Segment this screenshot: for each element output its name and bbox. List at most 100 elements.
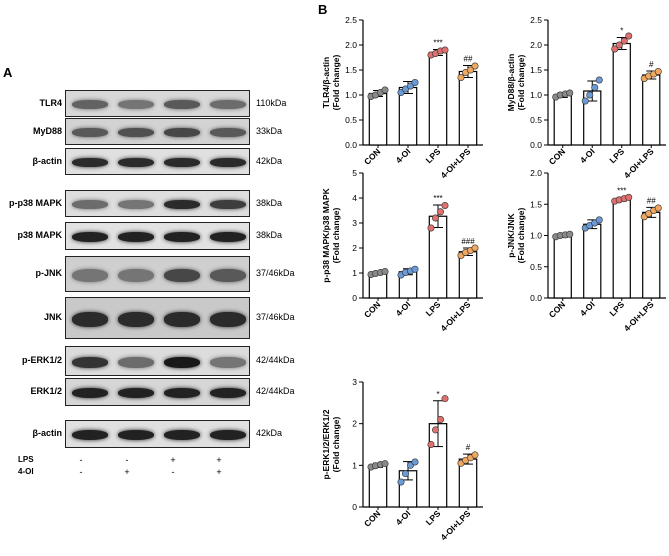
treatment-value: - [125,455,129,465]
y-axis-label: (Fold change) [516,54,526,110]
x-tick-label: 4-OI+LPS [622,299,656,333]
blot-band [210,269,246,282]
data-point [441,46,449,54]
data-point [552,233,560,241]
x-tick-label: LPS [607,146,626,165]
y-tick-label: 2 [352,419,357,429]
blot-band [118,312,154,327]
data-point [401,268,409,276]
significance-label: ## [647,196,656,205]
blot-strip [65,148,250,175]
blot-band [164,269,200,282]
bar [553,94,572,146]
y-tick-label: 0.5 [530,262,542,272]
blot-size-label: 38kDa [256,197,283,208]
data-point [466,247,474,255]
x-tick-label: LPS [607,299,626,318]
bar [553,234,572,299]
x-tick-label: 4-OI [578,146,597,165]
y-tick-label: 1.5 [530,199,542,209]
data-point [466,66,474,74]
data-point [381,267,389,275]
x-tick-label: 4-OI+LPS [438,146,472,180]
blot-band [164,232,200,242]
data-point [457,459,465,467]
blot-band [210,128,246,137]
bar [612,198,631,299]
data-point [586,222,594,230]
x-tick-label: LPS [424,299,443,318]
data-point [371,91,379,99]
blot-label: β-actin [32,428,63,438]
blot-band [210,100,246,109]
blot-band [72,312,108,327]
blot-strip [65,90,250,117]
blot-band [164,128,200,137]
blot-band [72,232,108,242]
bar [398,271,418,299]
significance-label: ### [461,237,475,246]
bar [458,70,478,146]
blot-band [72,100,108,109]
y-tick-label: 0.5 [530,115,542,125]
data-point [371,269,379,277]
panel-b-letter: B [318,2,328,17]
data-point [431,49,439,57]
y-tick-label: 2.5 [530,15,542,25]
data-point [591,219,599,227]
data-point [397,478,405,486]
data-point [561,231,569,239]
data-point [581,224,589,232]
blot-band [118,128,154,137]
blot-label: p38 MAPK [17,230,62,240]
bar [398,470,418,508]
x-tick-label: 4-OI [394,146,413,165]
x-tick-label: 4-OI [394,299,413,318]
data-point [436,47,444,55]
x-tick-label: 4-OI+LPS [438,299,472,333]
data-point [406,82,414,90]
data-point [471,451,479,459]
data-point [427,440,435,448]
x-tick-label: CON [547,299,567,319]
blot-size-label: 33kDa [256,125,283,136]
significance-label: ## [464,55,473,64]
data-point [620,37,628,45]
data-point [441,395,449,403]
data-point [436,415,444,423]
data-point [645,72,653,80]
blot-strip [65,297,250,339]
y-axis-label: p-ERK1/2/ERK1/2 [321,409,331,479]
data-point [411,265,419,273]
y-tick-label: 3 [352,377,357,387]
treatment-value: + [216,467,222,477]
blot-label: MyD88 [32,125,62,136]
data-point [431,214,439,222]
blot-strip [65,222,250,250]
y-axis-label: TLR4/β-actin [321,57,331,108]
treatment-value: + [170,455,176,465]
data-point [640,75,648,83]
data-point [431,426,439,434]
data-point [620,195,628,203]
data-point [566,230,574,238]
data-point [427,224,435,232]
blot-band [118,232,154,242]
y-axis-label: (Fold change) [331,207,341,263]
data-point [401,470,409,478]
y-tick-label: 2.0 [530,168,542,178]
blot-size-label: 42/44kDa [256,386,295,396]
bar [428,51,448,146]
blot-size-label: 37/46kDa [256,312,295,322]
data-point [591,84,599,92]
bar [368,272,388,299]
data-point [367,270,375,278]
y-tick-label: 0.0 [530,140,542,150]
bar [458,251,478,299]
blot-band [72,269,108,282]
data-point [611,45,619,53]
blot-strip [65,190,250,217]
y-axis-label: p-p38 MAPK/p38 MAPK [321,187,331,282]
data-point [376,89,384,97]
y-tick-label: 2.0 [530,40,542,50]
